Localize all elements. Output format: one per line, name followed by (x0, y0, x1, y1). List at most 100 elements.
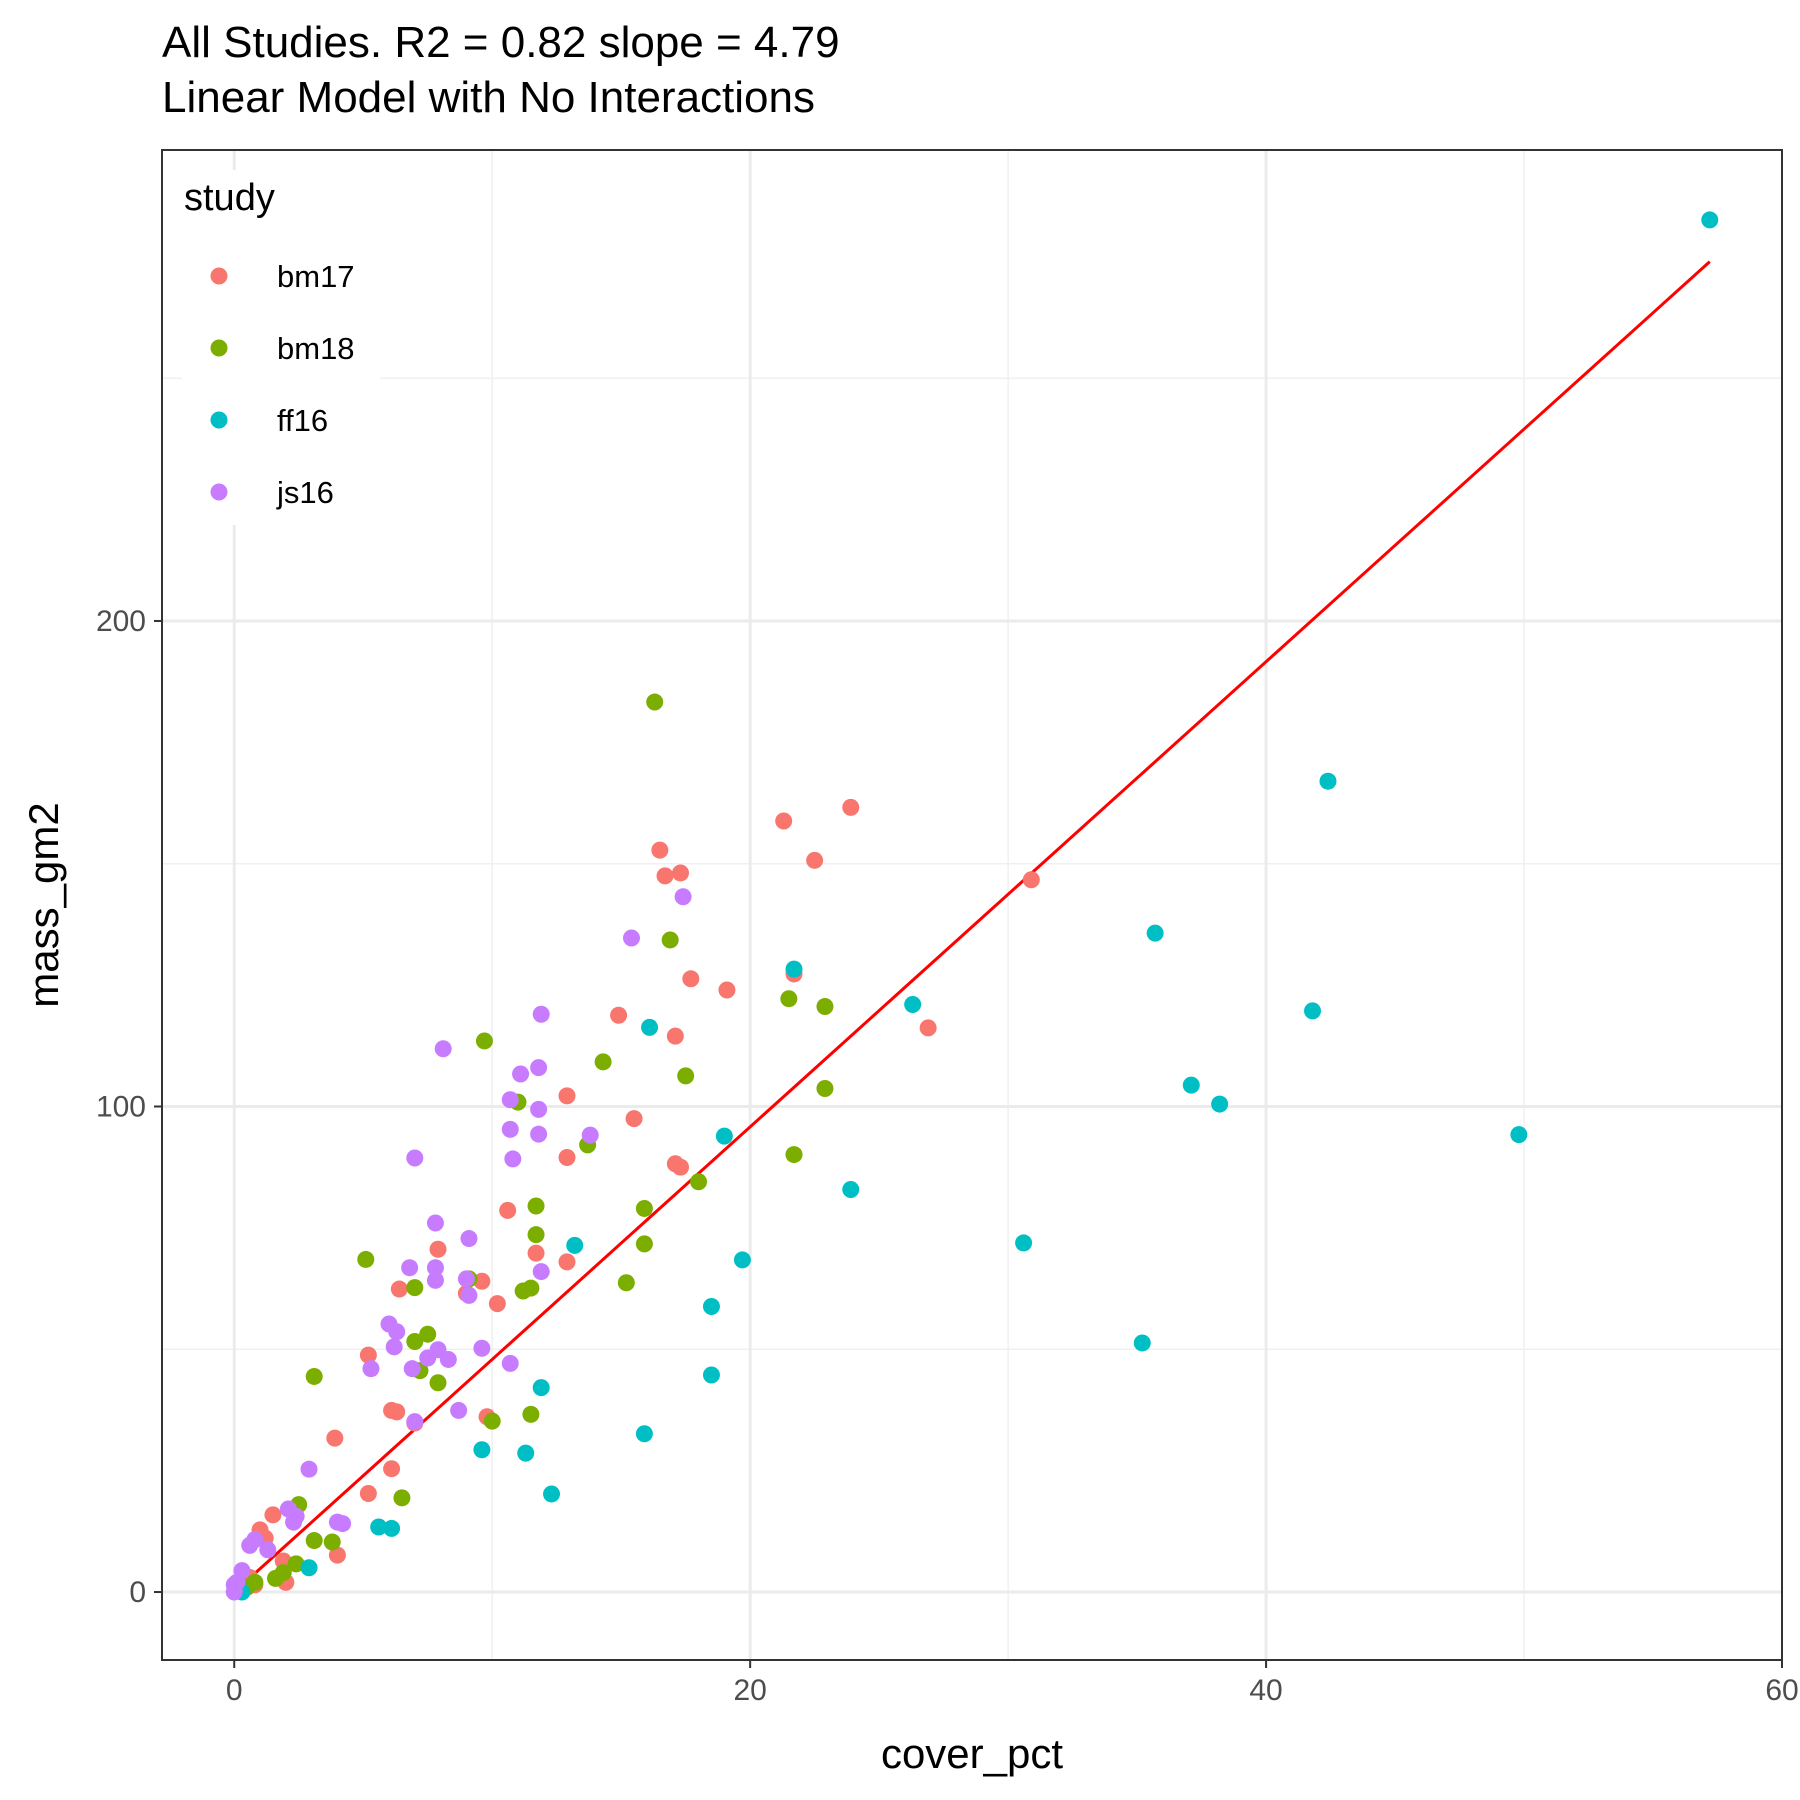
data-point-bm17 (473, 1272, 491, 1290)
x-tick-label: 60 (1765, 1674, 1798, 1707)
data-point-js16 (457, 1270, 475, 1288)
data-point-bm17 (383, 1460, 401, 1478)
data-point-js16 (426, 1259, 444, 1277)
grid-major (162, 150, 1782, 1660)
data-point-ff16 (702, 1366, 720, 1384)
data-point-js16 (362, 1360, 380, 1378)
data-point-bm18 (690, 1173, 708, 1191)
data-point-bm18 (527, 1226, 545, 1244)
x-tick-label: 20 (733, 1674, 766, 1707)
data-point-bm18 (785, 1146, 803, 1164)
data-point-bm17 (499, 1201, 517, 1219)
data-point-bm17 (610, 1006, 628, 1024)
legend-label-ff16: ff16 (277, 403, 328, 438)
data-point-ff16 (1211, 1095, 1229, 1113)
data-point-bm18 (522, 1405, 540, 1423)
data-point-js16 (512, 1065, 530, 1083)
data-point-js16 (259, 1541, 277, 1559)
data-point-bm18 (246, 1573, 264, 1591)
data-point-bm17 (359, 1346, 377, 1364)
data-point-js16 (460, 1286, 478, 1304)
data-point-ff16 (532, 1379, 550, 1397)
data-point-js16 (439, 1350, 457, 1368)
data-point-js16 (532, 1263, 550, 1281)
data-point-bm17 (656, 867, 674, 885)
x-tick-label: 40 (1249, 1674, 1282, 1707)
data-point-bm18 (527, 1197, 545, 1215)
regression-line (233, 260, 1711, 1594)
data-point-ff16 (543, 1485, 561, 1503)
data-point-bm17 (558, 1148, 576, 1166)
data-point-js16 (403, 1360, 421, 1378)
legend-key-js16 (210, 483, 228, 501)
data-point-bm18 (661, 931, 679, 949)
chart-subtitle: Linear Model with No Interactions (162, 73, 815, 122)
data-point-js16 (460, 1230, 478, 1248)
data-point-bm17 (274, 1552, 292, 1570)
data-point-js16 (434, 1040, 452, 1058)
data-point-js16 (388, 1323, 406, 1341)
data-point-bm18 (483, 1412, 501, 1430)
data-point-bm18 (522, 1279, 540, 1297)
data-point-bm18 (677, 1067, 695, 1085)
legend-title: study (184, 177, 275, 219)
data-point-bm18 (406, 1332, 424, 1350)
data-point-bm18 (287, 1555, 305, 1573)
data-point-bm17 (328, 1546, 346, 1564)
data-point-bm17 (1022, 871, 1040, 889)
data-point-bm17 (682, 970, 700, 988)
data-point-bm17 (672, 1158, 690, 1176)
data-point-bm18 (816, 1080, 834, 1098)
y-axis: 0 100 200 (96, 605, 162, 1609)
data-point-bm17 (388, 1403, 406, 1421)
data-point-bm18 (406, 1279, 424, 1297)
data-point-js16 (426, 1271, 444, 1289)
data-point-js16 (300, 1460, 318, 1478)
data-point-bm17 (558, 1087, 576, 1105)
data-point-bm17 (326, 1429, 344, 1447)
data-point-bm17 (718, 981, 736, 999)
data-point-bm17 (666, 1027, 684, 1045)
data-point-bm17 (625, 1110, 643, 1128)
data-point-bm17 (359, 1484, 377, 1502)
data-point-js16 (401, 1259, 419, 1277)
series-ff16 (233, 211, 1719, 1601)
legend-label-bm17: bm17 (277, 259, 355, 294)
data-point-bm18 (323, 1533, 341, 1551)
data-point-ff16 (842, 1181, 860, 1199)
data-point-bm17 (488, 1295, 506, 1313)
legend-key-ff16 (210, 411, 228, 429)
y-tick-label: 100 (96, 1090, 146, 1123)
data-point-bm18 (419, 1325, 437, 1343)
legend: study bm17 bm18 ff16 js16 (182, 170, 380, 525)
data-point-bm18 (780, 990, 798, 1008)
data-point-bm17 (806, 851, 824, 869)
data-point-js16 (501, 1120, 519, 1138)
data-point-ff16 (785, 960, 803, 978)
plot-panel (162, 150, 1782, 1660)
data-point-bm18 (635, 1199, 653, 1217)
data-point-ff16 (1182, 1076, 1200, 1094)
data-point-bm17 (264, 1506, 282, 1524)
data-point-ff16 (1133, 1334, 1151, 1352)
data-point-js16 (622, 929, 640, 947)
data-point-bm17 (842, 798, 860, 816)
data-point-js16 (334, 1515, 352, 1533)
data-point-js16 (385, 1338, 403, 1356)
data-point-ff16 (300, 1559, 318, 1577)
data-point-bm18 (429, 1374, 447, 1392)
data-point-bm17 (919, 1019, 937, 1037)
data-point-js16 (450, 1401, 468, 1419)
data-point-js16 (426, 1214, 444, 1232)
data-point-bm17 (527, 1244, 545, 1262)
data-point-js16 (233, 1562, 251, 1580)
data-point-js16 (674, 888, 692, 906)
data-point-ff16 (641, 1018, 659, 1036)
data-point-bm17 (390, 1280, 408, 1298)
data-point-js16 (530, 1100, 548, 1118)
data-point-ff16 (1146, 924, 1164, 942)
data-point-ff16 (702, 1298, 720, 1316)
data-point-js16 (501, 1354, 519, 1372)
data-point-bm18 (305, 1532, 323, 1550)
data-point-bm18 (635, 1235, 653, 1253)
